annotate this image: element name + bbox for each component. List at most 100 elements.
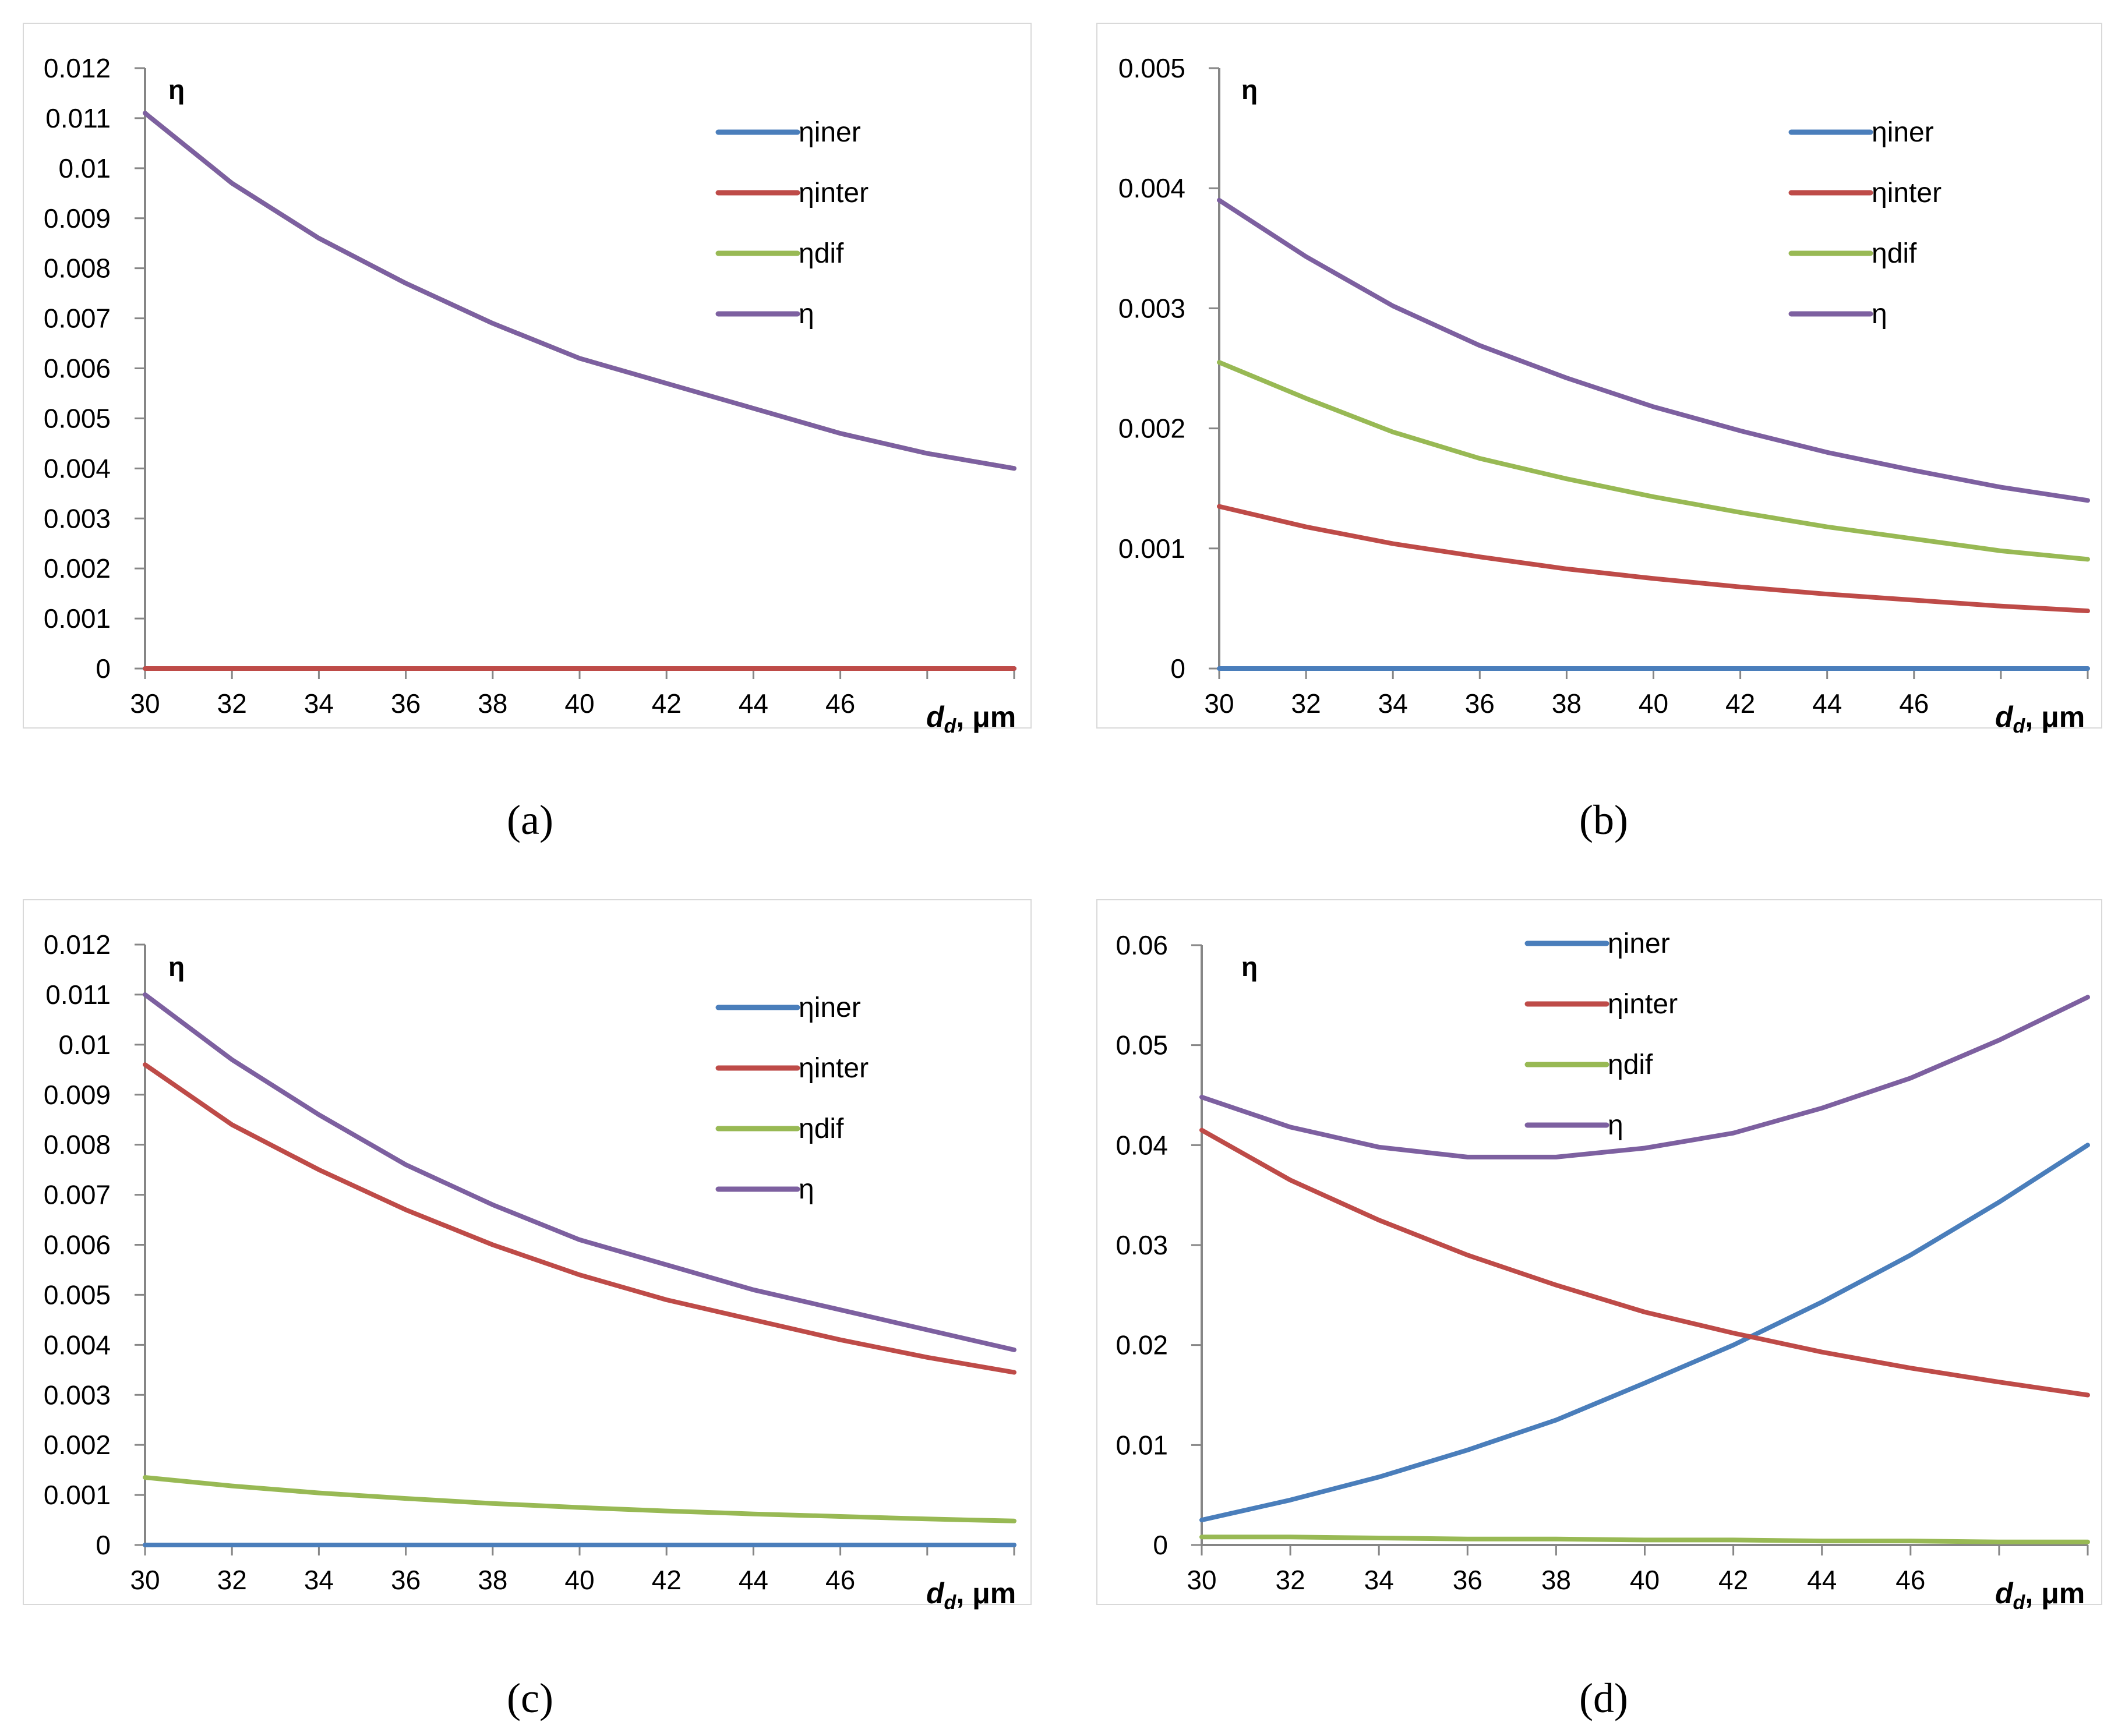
y-tick-label: 0.004 xyxy=(1118,173,1185,203)
data-point xyxy=(317,667,321,670)
data-point xyxy=(1217,198,1221,202)
data-point xyxy=(751,406,756,411)
data-point xyxy=(838,1338,842,1342)
y-tick-label: 0.004 xyxy=(44,1330,111,1360)
y-tick-label: 0 xyxy=(96,1530,111,1560)
data-point xyxy=(1738,667,1742,670)
legend-label: ηiner xyxy=(1608,928,1670,959)
data-point xyxy=(2086,557,2089,561)
y-tick-label: 0.004 xyxy=(44,453,111,483)
data-point xyxy=(1825,525,1829,529)
data-point xyxy=(230,1058,234,1062)
x-tick-label: 46 xyxy=(825,1565,855,1595)
data-point xyxy=(317,1113,321,1117)
data-point xyxy=(2086,1143,2089,1147)
data-point xyxy=(1643,1146,1647,1150)
data-point xyxy=(1738,585,1742,589)
y-tick-label: 0.003 xyxy=(44,503,111,533)
x-tick-label: 34 xyxy=(1364,1565,1394,1595)
x-tick-label: 44 xyxy=(1812,688,1842,719)
data-point xyxy=(143,111,147,115)
data-point xyxy=(1289,1178,1293,1182)
data-point xyxy=(1478,344,1482,348)
data-point xyxy=(665,381,669,386)
data-point xyxy=(1565,667,1569,670)
data-point xyxy=(1643,1538,1647,1542)
data-point xyxy=(1012,1543,1016,1547)
data-point xyxy=(143,1543,147,1547)
data-point xyxy=(404,281,408,285)
data-point xyxy=(751,1512,756,1516)
chart-frame xyxy=(23,23,1032,729)
data-point xyxy=(1466,1155,1470,1159)
legend-label: ηdif xyxy=(1608,1049,1653,1080)
x-axis-title: dd, μm xyxy=(926,701,1016,737)
data-point xyxy=(925,667,929,670)
data-point xyxy=(2086,1393,2089,1397)
data-point xyxy=(490,1501,495,1505)
data-point xyxy=(1999,667,2003,670)
data-point xyxy=(1912,537,1916,541)
y-tick-label: 0.006 xyxy=(44,1230,111,1260)
y-tick-label: 0.002 xyxy=(1118,413,1185,444)
data-point xyxy=(1643,1310,1647,1314)
legend-label: ηiner xyxy=(799,117,861,148)
x-tick-label: 40 xyxy=(1639,688,1668,719)
data-point xyxy=(1012,667,1016,670)
data-point xyxy=(1304,397,1308,401)
x-tick-label: 42 xyxy=(1718,1565,1748,1595)
data-point xyxy=(2086,498,2089,503)
data-point xyxy=(838,1543,842,1547)
x-axis-title: dd, μm xyxy=(1995,701,2085,737)
x-tick-label: 40 xyxy=(564,1565,594,1595)
data-point xyxy=(1289,1125,1293,1129)
y-axis-title: η xyxy=(1241,75,1258,105)
legend-label: η xyxy=(1608,1110,1623,1141)
data-point xyxy=(925,1355,929,1359)
x-tick-label: 30 xyxy=(1187,1565,1216,1595)
data-point xyxy=(578,1273,581,1277)
data-point xyxy=(665,667,669,670)
y-tick-label: 0.01 xyxy=(58,153,111,183)
data-point xyxy=(1554,1418,1558,1422)
data-point xyxy=(404,1208,408,1212)
x-tick-label: 36 xyxy=(391,1565,421,1595)
y-tick-label: 0.005 xyxy=(44,1279,111,1310)
legend-label: ηinter xyxy=(1608,989,1678,1020)
data-point xyxy=(1554,1155,1558,1159)
y-tick-label: 0.003 xyxy=(44,1380,111,1410)
x-tick-label: 36 xyxy=(391,688,421,719)
data-point xyxy=(838,1515,842,1519)
legend-label: ηdif xyxy=(799,238,844,269)
y-tick-label: 0.011 xyxy=(45,103,111,133)
data-point xyxy=(578,356,581,360)
data-point xyxy=(1200,1128,1203,1132)
data-point xyxy=(1651,405,1655,409)
data-point xyxy=(925,451,929,455)
y-tick-label: 0.003 xyxy=(1118,293,1185,323)
y-tick-label: 0.011 xyxy=(45,980,111,1010)
data-point xyxy=(751,1543,756,1547)
legend-label: ηiner xyxy=(1872,117,1934,148)
x-axis-title: dd, μm xyxy=(926,1577,1016,1614)
data-point xyxy=(404,1497,408,1501)
data-point xyxy=(1997,1380,2001,1384)
x-tick-label: 44 xyxy=(1807,1565,1837,1595)
data-point xyxy=(1738,429,1742,433)
x-tick-label: 44 xyxy=(739,688,768,719)
data-point xyxy=(751,1288,756,1292)
data-point xyxy=(490,321,495,326)
x-tick-label: 40 xyxy=(1630,1565,1660,1595)
y-tick-label: 0.005 xyxy=(44,403,111,433)
data-point xyxy=(1304,254,1308,259)
data-point xyxy=(1912,598,1916,602)
data-point xyxy=(665,1543,669,1547)
data-point xyxy=(1391,542,1395,546)
x-tick-label: 32 xyxy=(1276,1565,1305,1595)
data-point xyxy=(1391,304,1395,308)
legend-label: ηiner xyxy=(799,992,861,1023)
data-point xyxy=(1377,1475,1381,1479)
x-tick-label: 32 xyxy=(217,688,247,719)
y-tick-label: 0.007 xyxy=(44,303,111,334)
data-point xyxy=(1391,667,1395,670)
